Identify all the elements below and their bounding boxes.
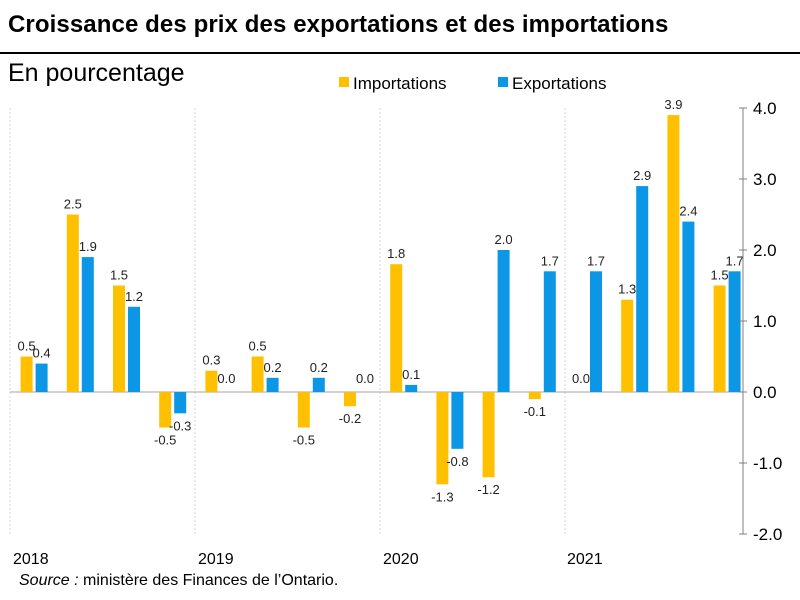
import-bar xyxy=(159,392,172,428)
title-divider xyxy=(0,52,800,54)
legend-swatch-importations xyxy=(339,77,349,87)
import-value-label: 0.0 xyxy=(572,371,590,386)
import-value-label: 1.5 xyxy=(711,268,729,283)
export-bar xyxy=(266,377,279,392)
export-bar xyxy=(128,306,140,392)
legend-label-importations: Importations xyxy=(353,74,447,93)
import-bar xyxy=(344,392,356,407)
export-bar xyxy=(174,392,187,414)
x-year-label: 2019 xyxy=(198,551,234,568)
export-value-label: 0.2 xyxy=(264,360,282,375)
y-tick-label: 1.0 xyxy=(753,312,777,331)
import-bar xyxy=(528,392,541,400)
export-value-label: 1.2 xyxy=(125,289,143,304)
import-value-label: 1.8 xyxy=(387,246,405,261)
import-value-label: 1.3 xyxy=(618,282,636,297)
import-bar xyxy=(436,392,449,485)
y-tick-label: 0.0 xyxy=(753,383,777,402)
import-bar xyxy=(251,356,264,392)
export-bar xyxy=(728,271,741,392)
import-value-label: -1.2 xyxy=(477,482,499,497)
import-bar xyxy=(113,285,125,392)
export-value-label: 2.4 xyxy=(679,204,697,219)
import-value-label: -0.5 xyxy=(293,433,315,448)
import-bar xyxy=(667,115,680,392)
data-labels: 0.50.42.51.91.51.2-0.5-0.30.30.00.50.2-0… xyxy=(18,97,744,504)
x-axis-year-labels: 2018 2019 2020 2021 xyxy=(13,551,603,568)
export-value-label: -0.3 xyxy=(169,418,191,433)
chart-subtitle: En pourcentage xyxy=(8,59,185,87)
export-value-label: 0.4 xyxy=(33,346,51,361)
export-value-label: -0.8 xyxy=(446,454,468,469)
x-year-label: 2018 xyxy=(13,551,49,568)
legend: Importations Exportations xyxy=(339,74,607,93)
y-tick-label: 3.0 xyxy=(753,170,777,189)
import-value-label: 0.3 xyxy=(202,353,220,368)
import-value-label: -0.1 xyxy=(524,404,546,419)
y-tick-label: 4.0 xyxy=(753,99,777,118)
export-value-label: 1.7 xyxy=(726,253,744,268)
export-bar xyxy=(590,271,602,392)
import-value-label: 3.9 xyxy=(664,97,682,112)
import-bar xyxy=(390,264,403,392)
export-value-label: 0.2 xyxy=(310,360,328,375)
import-bar xyxy=(20,356,33,392)
x-year-label: 2020 xyxy=(383,551,419,568)
y-axis: 4.0 3.0 2.0 1.0 0.0 -1.0 -2.0 xyxy=(739,99,782,544)
export-bar xyxy=(497,250,510,392)
export-value-label: 1.7 xyxy=(541,253,559,268)
export-value-label: 0.0 xyxy=(217,371,235,386)
export-value-label: 0.1 xyxy=(402,367,420,382)
export-value-label: 0.0 xyxy=(356,371,374,386)
x-year-label: 2021 xyxy=(567,551,603,568)
legend-swatch-exportations xyxy=(498,77,508,87)
import-bar xyxy=(205,370,218,392)
source-note: Source : ministère des Finances de l’Ont… xyxy=(19,572,338,590)
export-bar xyxy=(682,221,695,392)
import-bar xyxy=(297,392,310,428)
import-value-label: 1.5 xyxy=(110,268,128,283)
import-value-label: 2.5 xyxy=(64,197,82,212)
export-bar xyxy=(636,186,649,392)
import-value-label: 0.5 xyxy=(249,339,267,354)
export-value-label: 2.0 xyxy=(495,232,513,247)
export-bar xyxy=(405,384,418,392)
export-bar xyxy=(543,271,556,392)
export-value-label: 1.9 xyxy=(79,239,97,254)
import-value-label: -0.2 xyxy=(339,411,361,426)
import-bar xyxy=(713,285,726,392)
y-tick-label: -2.0 xyxy=(753,525,782,544)
y-tick-label: 2.0 xyxy=(753,241,777,260)
legend-label-exportations: Exportations xyxy=(512,74,607,93)
import-bar xyxy=(66,214,79,392)
export-value-label: 2.9 xyxy=(633,168,651,183)
bars xyxy=(20,115,741,485)
export-bar xyxy=(451,392,464,449)
y-tick-label: -1.0 xyxy=(753,454,782,473)
import-value-label: -0.5 xyxy=(154,433,176,448)
export-bar xyxy=(312,377,325,392)
import-value-label: 0.5 xyxy=(18,339,36,354)
export-bar xyxy=(35,363,48,392)
export-bar xyxy=(81,257,94,392)
import-bar xyxy=(621,299,634,392)
export-value-label: 1.7 xyxy=(587,253,605,268)
import-bar xyxy=(482,392,495,478)
source-text: ministère des Finances de l’Ontario. xyxy=(78,572,339,589)
source-label: Source : xyxy=(19,572,79,589)
chart-title: Croissance des prix des exportations et … xyxy=(8,11,669,38)
import-value-label: -1.3 xyxy=(431,489,453,504)
